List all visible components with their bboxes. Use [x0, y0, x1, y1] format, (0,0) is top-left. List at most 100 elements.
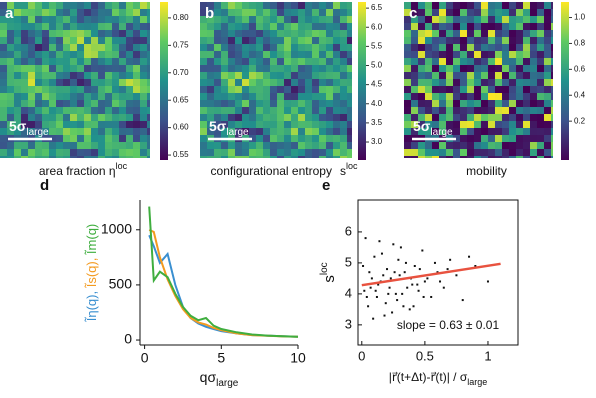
- texture-cell: [467, 114, 474, 121]
- texture-cell: [312, 142, 319, 149]
- texture-cell: [126, 128, 133, 135]
- texture-cell: [298, 72, 305, 79]
- texture-cell: [0, 114, 7, 121]
- texture-cell: [77, 86, 84, 93]
- texture-cell: [49, 58, 56, 65]
- texture-cell: [105, 142, 112, 149]
- texture-cell: [49, 23, 56, 30]
- texture-cell: [84, 23, 91, 30]
- texture-cell: [49, 9, 56, 16]
- texture-cell: [133, 93, 140, 100]
- texture-cell: [105, 149, 112, 156]
- texture-cell: [298, 51, 305, 58]
- texture-cell: [56, 86, 63, 93]
- texture-cell: [70, 156, 77, 158]
- texture-cell: [221, 2, 228, 9]
- texture-cell: [147, 2, 150, 9]
- texture-cell: [98, 37, 105, 44]
- texture-cell: [446, 58, 453, 65]
- texture-cell: [42, 86, 49, 93]
- texture-cell: [411, 114, 418, 121]
- texture-cell: [291, 30, 298, 37]
- texture-cell: [7, 156, 14, 158]
- texture-cell: [214, 65, 221, 72]
- texture-cell: [291, 37, 298, 44]
- texture-cell: [277, 128, 284, 135]
- texture-cell: [200, 2, 207, 9]
- texture-cell: [242, 65, 249, 72]
- colorbar-tick-label: 3.0: [371, 137, 383, 146]
- texture-cell: [207, 65, 214, 72]
- scatter-point: [426, 277, 429, 280]
- colorbar-tick-label: 0.60: [173, 123, 189, 132]
- texture-cell: [516, 30, 523, 37]
- texture-cell: [432, 86, 439, 93]
- texture-cell: [481, 51, 488, 58]
- texture-cell: [56, 156, 63, 158]
- texture-cell: [291, 93, 298, 100]
- texture-cell: [49, 142, 56, 149]
- texture-cell: [298, 121, 305, 128]
- texture-cell: [49, 93, 56, 100]
- texture-cell: [453, 107, 460, 114]
- texture-cell: [333, 44, 340, 51]
- texture-cell: [537, 149, 544, 156]
- texture-cell: [200, 135, 207, 142]
- texture-cell: [112, 93, 119, 100]
- texture-cell: [14, 149, 21, 156]
- texture-cell: [488, 142, 495, 149]
- texture-cell: [495, 114, 502, 121]
- texture-cell: [35, 149, 42, 156]
- texture-cell: [439, 93, 446, 100]
- texture-cell: [481, 86, 488, 93]
- texture-cell: [418, 142, 425, 149]
- texture-cell: [56, 2, 63, 9]
- texture-cell: [467, 72, 474, 79]
- texture-cell: [249, 37, 256, 44]
- texture-cell: [298, 37, 305, 44]
- texture-cell: [0, 142, 7, 149]
- texture-cell: [551, 37, 553, 44]
- texture-cell: [425, 142, 432, 149]
- texture-cell: [460, 44, 467, 51]
- texture-cell: [460, 114, 467, 121]
- texture-cell: [21, 107, 28, 114]
- texture-cell: [495, 9, 502, 16]
- texture-cell: [119, 44, 126, 51]
- texture-cell: [425, 9, 432, 16]
- texture-cell: [467, 128, 474, 135]
- texture-cell: [263, 121, 270, 128]
- texture-cell: [228, 44, 235, 51]
- texture-cell: [42, 142, 49, 149]
- texture-cell: [291, 44, 298, 51]
- texture-cell: [523, 107, 530, 114]
- texture-cell: [481, 156, 488, 158]
- texture-cell: [263, 44, 270, 51]
- texture-cell: [312, 51, 319, 58]
- texture-cell: [242, 114, 249, 121]
- texture-cell: [319, 107, 326, 114]
- texture-cell: [126, 16, 133, 23]
- texture-cell: [147, 30, 150, 37]
- texture-cell: [551, 149, 553, 156]
- texture-cell: [249, 107, 256, 114]
- scatter-point: [373, 255, 376, 258]
- texture-cell: [63, 79, 70, 86]
- texture-cell: [200, 121, 207, 128]
- texture-cell: [340, 30, 347, 37]
- texture-cell: [418, 121, 425, 128]
- texture-cell: [35, 114, 42, 121]
- x-tick-label: 0: [141, 350, 149, 366]
- texture-cell: [112, 65, 119, 72]
- texture-cell: [291, 142, 298, 149]
- colorbar-tick-label: 0.4: [574, 90, 586, 99]
- scatter-point: [384, 302, 387, 305]
- texture-cell: [333, 149, 340, 156]
- texture-cell: [481, 58, 488, 65]
- texture-cell: [544, 37, 551, 44]
- texture-cell: [340, 44, 347, 51]
- texture-cell: [488, 135, 495, 142]
- texture-cell: [56, 100, 63, 107]
- texture-cell: [284, 72, 291, 79]
- texture-cell: [56, 149, 63, 156]
